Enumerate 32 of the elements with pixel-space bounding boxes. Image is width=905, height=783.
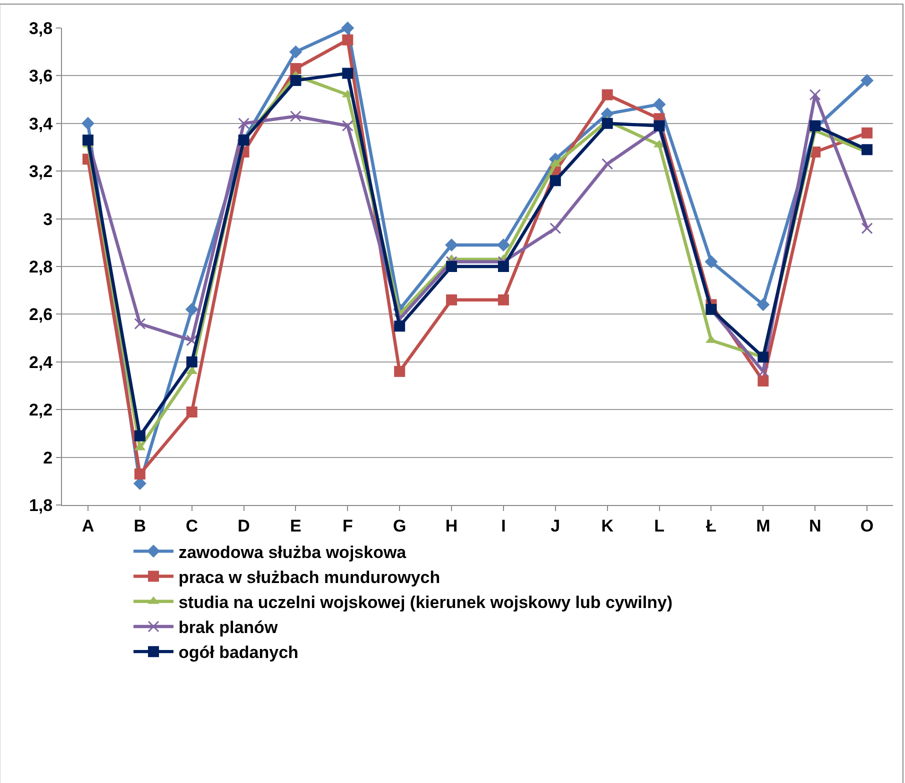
legend-label: praca w służbach mundurowych (178, 568, 440, 587)
legend-label: zawodowa służba wojskowa (178, 542, 407, 562)
y-tick-label: 2,4 (28, 352, 54, 372)
legend-label: studia na uczelni wojskowej (kierunek wojskowy lub cywilny) (178, 593, 673, 612)
x-tick-label: E (290, 516, 302, 536)
x-tick-label: F (342, 516, 353, 536)
x-tick-label: I (501, 516, 506, 536)
legend-label: brak planów (178, 618, 278, 638)
x-tick-label: G (392, 516, 406, 536)
x-tick-label: D (238, 516, 250, 536)
y-tick-label: 2,6 (28, 305, 53, 324)
legend-label: ogół badanych (178, 643, 298, 662)
x-tick-label: B (134, 516, 146, 536)
y-tick-label: 3,8 (28, 18, 53, 38)
y-tick-label: 3 (43, 210, 53, 229)
x-tick-label: H (445, 516, 458, 536)
x-tick-label: C (186, 516, 198, 536)
x-tick-label: Ł (706, 516, 716, 536)
x-tick-label: K (601, 516, 614, 536)
y-tick-label: 2 (43, 448, 53, 468)
x-tick-label: J (550, 516, 560, 536)
y-tick-label: 2,2 (28, 400, 53, 420)
y-tick-label: 1,8 (28, 496, 53, 515)
x-tick-label: O (860, 516, 874, 536)
y-tick-label: 3,2 (28, 162, 53, 182)
y-tick-label: 3,4 (28, 114, 54, 134)
x-tick-label: N (808, 516, 822, 536)
x-tick-label: A (82, 516, 94, 536)
x-tick-label: L (654, 516, 664, 536)
x-tick-label: M (756, 516, 770, 536)
y-tick-label: 2,8 (28, 257, 53, 276)
y-tick-label: 3,6 (28, 66, 53, 86)
